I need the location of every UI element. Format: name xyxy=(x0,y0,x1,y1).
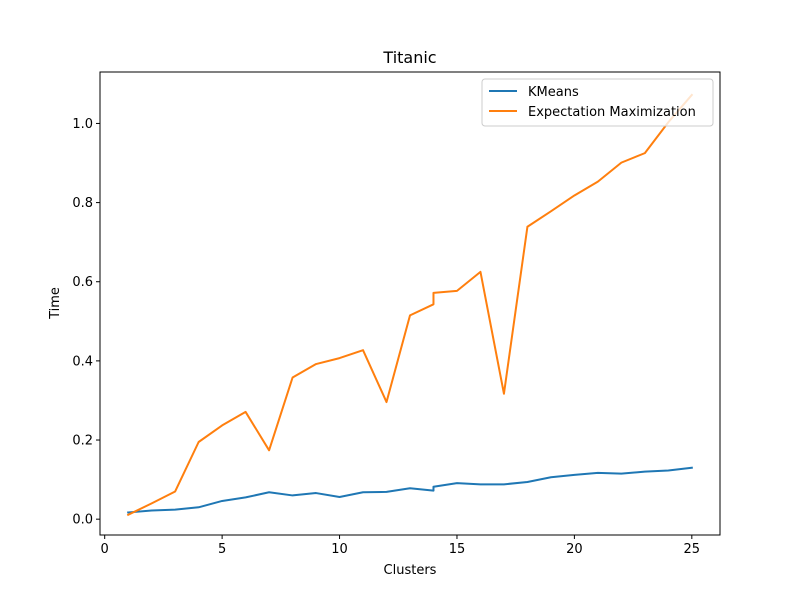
x-tick-label: 5 xyxy=(218,542,226,557)
legend-label-expectation-maximization: Expectation Maximization xyxy=(528,105,696,120)
x-axis: 0 5 10 15 20 25 xyxy=(101,535,701,557)
y-tick-label: 0.2 xyxy=(72,434,93,449)
chart-title: Titanic xyxy=(382,48,436,67)
y-tick-label: 0.0 xyxy=(72,513,93,528)
series-line-expectation-maximization xyxy=(126,93,694,517)
x-tick-label: 0 xyxy=(101,542,109,557)
y-tick-label: 0.6 xyxy=(72,275,93,290)
y-axis-label: Time xyxy=(48,287,63,320)
legend-label-kmeans: KMeans xyxy=(528,85,579,100)
x-tick-label: 15 xyxy=(449,542,466,557)
x-tick-label: 10 xyxy=(331,542,348,557)
legend-box xyxy=(481,78,714,127)
y-tick-label: 0.4 xyxy=(72,354,93,369)
y-tick-label: 0.8 xyxy=(72,196,93,211)
y-axis: 0.0 0.2 0.4 0.6 0.8 1.0 xyxy=(72,117,100,528)
y-tick-label: 1.0 xyxy=(72,117,93,132)
x-tick-label: 20 xyxy=(566,542,583,557)
x-axis-label: Clusters xyxy=(384,563,437,578)
series-layer xyxy=(126,93,694,517)
series-line-kmeans xyxy=(127,466,693,514)
x-tick-label: 25 xyxy=(684,542,701,557)
legend: KMeans Expectation Maximization xyxy=(481,78,714,127)
plot-frame xyxy=(99,71,721,536)
